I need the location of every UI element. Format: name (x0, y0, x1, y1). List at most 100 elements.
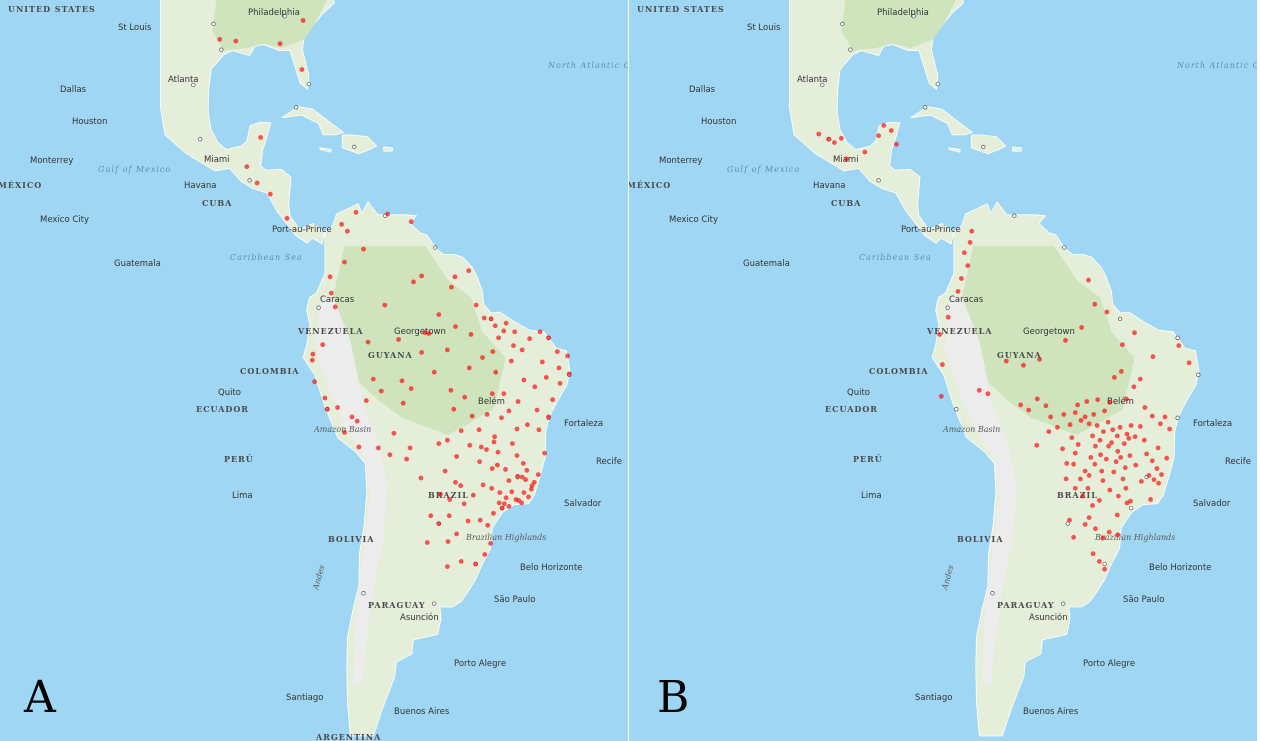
occurrence-point (506, 408, 512, 414)
city-marker (306, 81, 311, 87)
occurrence-point (467, 442, 473, 448)
occurrence-point (1126, 436, 1132, 441)
occurrence-point (407, 445, 413, 451)
occurrence-point (453, 324, 458, 329)
map-labels-a: UNITED STATES St Louis Philadelphia Dall… (0, 4, 628, 741)
occurrence-point (1090, 551, 1096, 557)
occurrence-point (967, 240, 973, 245)
occurrence-point (484, 447, 489, 452)
label-santiago: Santiago (915, 693, 953, 703)
label-caribbean-sea: Caribbean Sea (859, 253, 932, 262)
occurrence-point (1097, 437, 1103, 443)
occurrence-point (554, 349, 560, 354)
label-caracas: Caracas (949, 295, 984, 305)
occurrence-point (1079, 325, 1084, 330)
label-brazil: BRAZIL (428, 490, 469, 500)
occurrence-point (1127, 453, 1133, 458)
occurrence-point (408, 219, 414, 225)
occurrence-point (503, 495, 509, 501)
occurrence-point (1067, 517, 1072, 523)
occurrence-point (309, 357, 315, 363)
label-north-atlantic-ocean: North Atlantic Ocean (547, 61, 628, 70)
occurrence-point (1131, 384, 1137, 390)
label-peru: PERÚ (853, 454, 883, 464)
occurrence-point (1132, 330, 1137, 336)
city-marker (876, 178, 881, 183)
occurrence-point (466, 268, 472, 274)
occurrence-point (519, 474, 525, 480)
occurrence-point (534, 407, 540, 413)
occurrence-point (436, 441, 442, 446)
occurrence-point (526, 494, 531, 500)
panel-label-a: A (24, 672, 56, 723)
occurrence-point (458, 428, 464, 434)
label-monterrey: Monterrey (30, 156, 73, 166)
occurrence-point (969, 228, 975, 234)
occurrence-point (976, 387, 982, 393)
occurrence-point (408, 386, 414, 391)
occurrence-point (862, 149, 868, 155)
occurrence-point (454, 454, 459, 459)
occurrence-point (566, 371, 572, 377)
occurrence-point (458, 483, 464, 489)
panel-divider (628, 0, 629, 741)
occurrence-point (495, 449, 501, 455)
occurrence-point (1116, 493, 1121, 499)
occurrence-point (519, 347, 525, 353)
label-st-louis: St Louis (747, 23, 781, 33)
occurrence-point (1097, 559, 1102, 564)
label-colombia: COLOMBIA (240, 366, 300, 376)
city-marker (219, 47, 224, 52)
occurrence-point (1102, 408, 1107, 414)
occurrence-point (1120, 342, 1125, 348)
occurrence-point (484, 412, 490, 417)
label-fortaleza: Fortaleza (1193, 419, 1232, 429)
city-marker (848, 47, 853, 52)
occurrence-point (327, 274, 333, 280)
occurrence-points-a (217, 18, 572, 569)
occurrence-point (339, 221, 344, 227)
occurrence-point (353, 209, 359, 215)
occurrence-point (514, 426, 520, 432)
occurrence-point (496, 500, 502, 506)
label-salvador: Salvador (1193, 499, 1231, 509)
occurrence-point (1118, 369, 1124, 374)
label-mexico: MÉXICO (0, 180, 42, 190)
occurrence-point (1104, 309, 1110, 315)
occurrence-point (844, 156, 849, 162)
occurrence-point (491, 439, 497, 445)
occurrence-point (542, 450, 547, 456)
city-marker (1065, 521, 1070, 526)
occurrence-point (565, 353, 570, 359)
occurrence-point (1097, 498, 1102, 503)
occurrence-point (1095, 397, 1101, 403)
occurrence-point (495, 462, 500, 468)
occurrence-point (1078, 476, 1083, 482)
occurrence-point (489, 485, 495, 491)
occurrence-point (838, 135, 844, 141)
occurrence-point (267, 191, 273, 197)
occurrence-point (1063, 338, 1068, 343)
occurrence-point (376, 445, 381, 451)
occurrence-point (489, 466, 495, 471)
occurrence-point (881, 123, 887, 128)
occurrence-point (1156, 480, 1161, 486)
occurrence-point (385, 211, 390, 217)
occurrence-point (1167, 426, 1172, 432)
city-marker (954, 407, 959, 412)
label-argentina: ARGENTINA (315, 732, 381, 741)
occurrence-point (1137, 376, 1143, 382)
occurrence-point (345, 228, 350, 234)
label-port-au-prince: Port-au-Prince (901, 225, 961, 235)
occurrence-point (1133, 462, 1139, 468)
occurrence-point (535, 472, 541, 477)
label-dallas: Dallas (689, 85, 716, 95)
occurrence-point (217, 37, 223, 42)
occurrence-point (888, 128, 894, 134)
occurrence-point (1018, 402, 1024, 408)
occurrence-point (445, 564, 450, 569)
occurrence-point (501, 328, 507, 334)
city-marker (191, 82, 196, 88)
occurrence-point (985, 391, 991, 397)
occurrence-point (1114, 433, 1120, 439)
